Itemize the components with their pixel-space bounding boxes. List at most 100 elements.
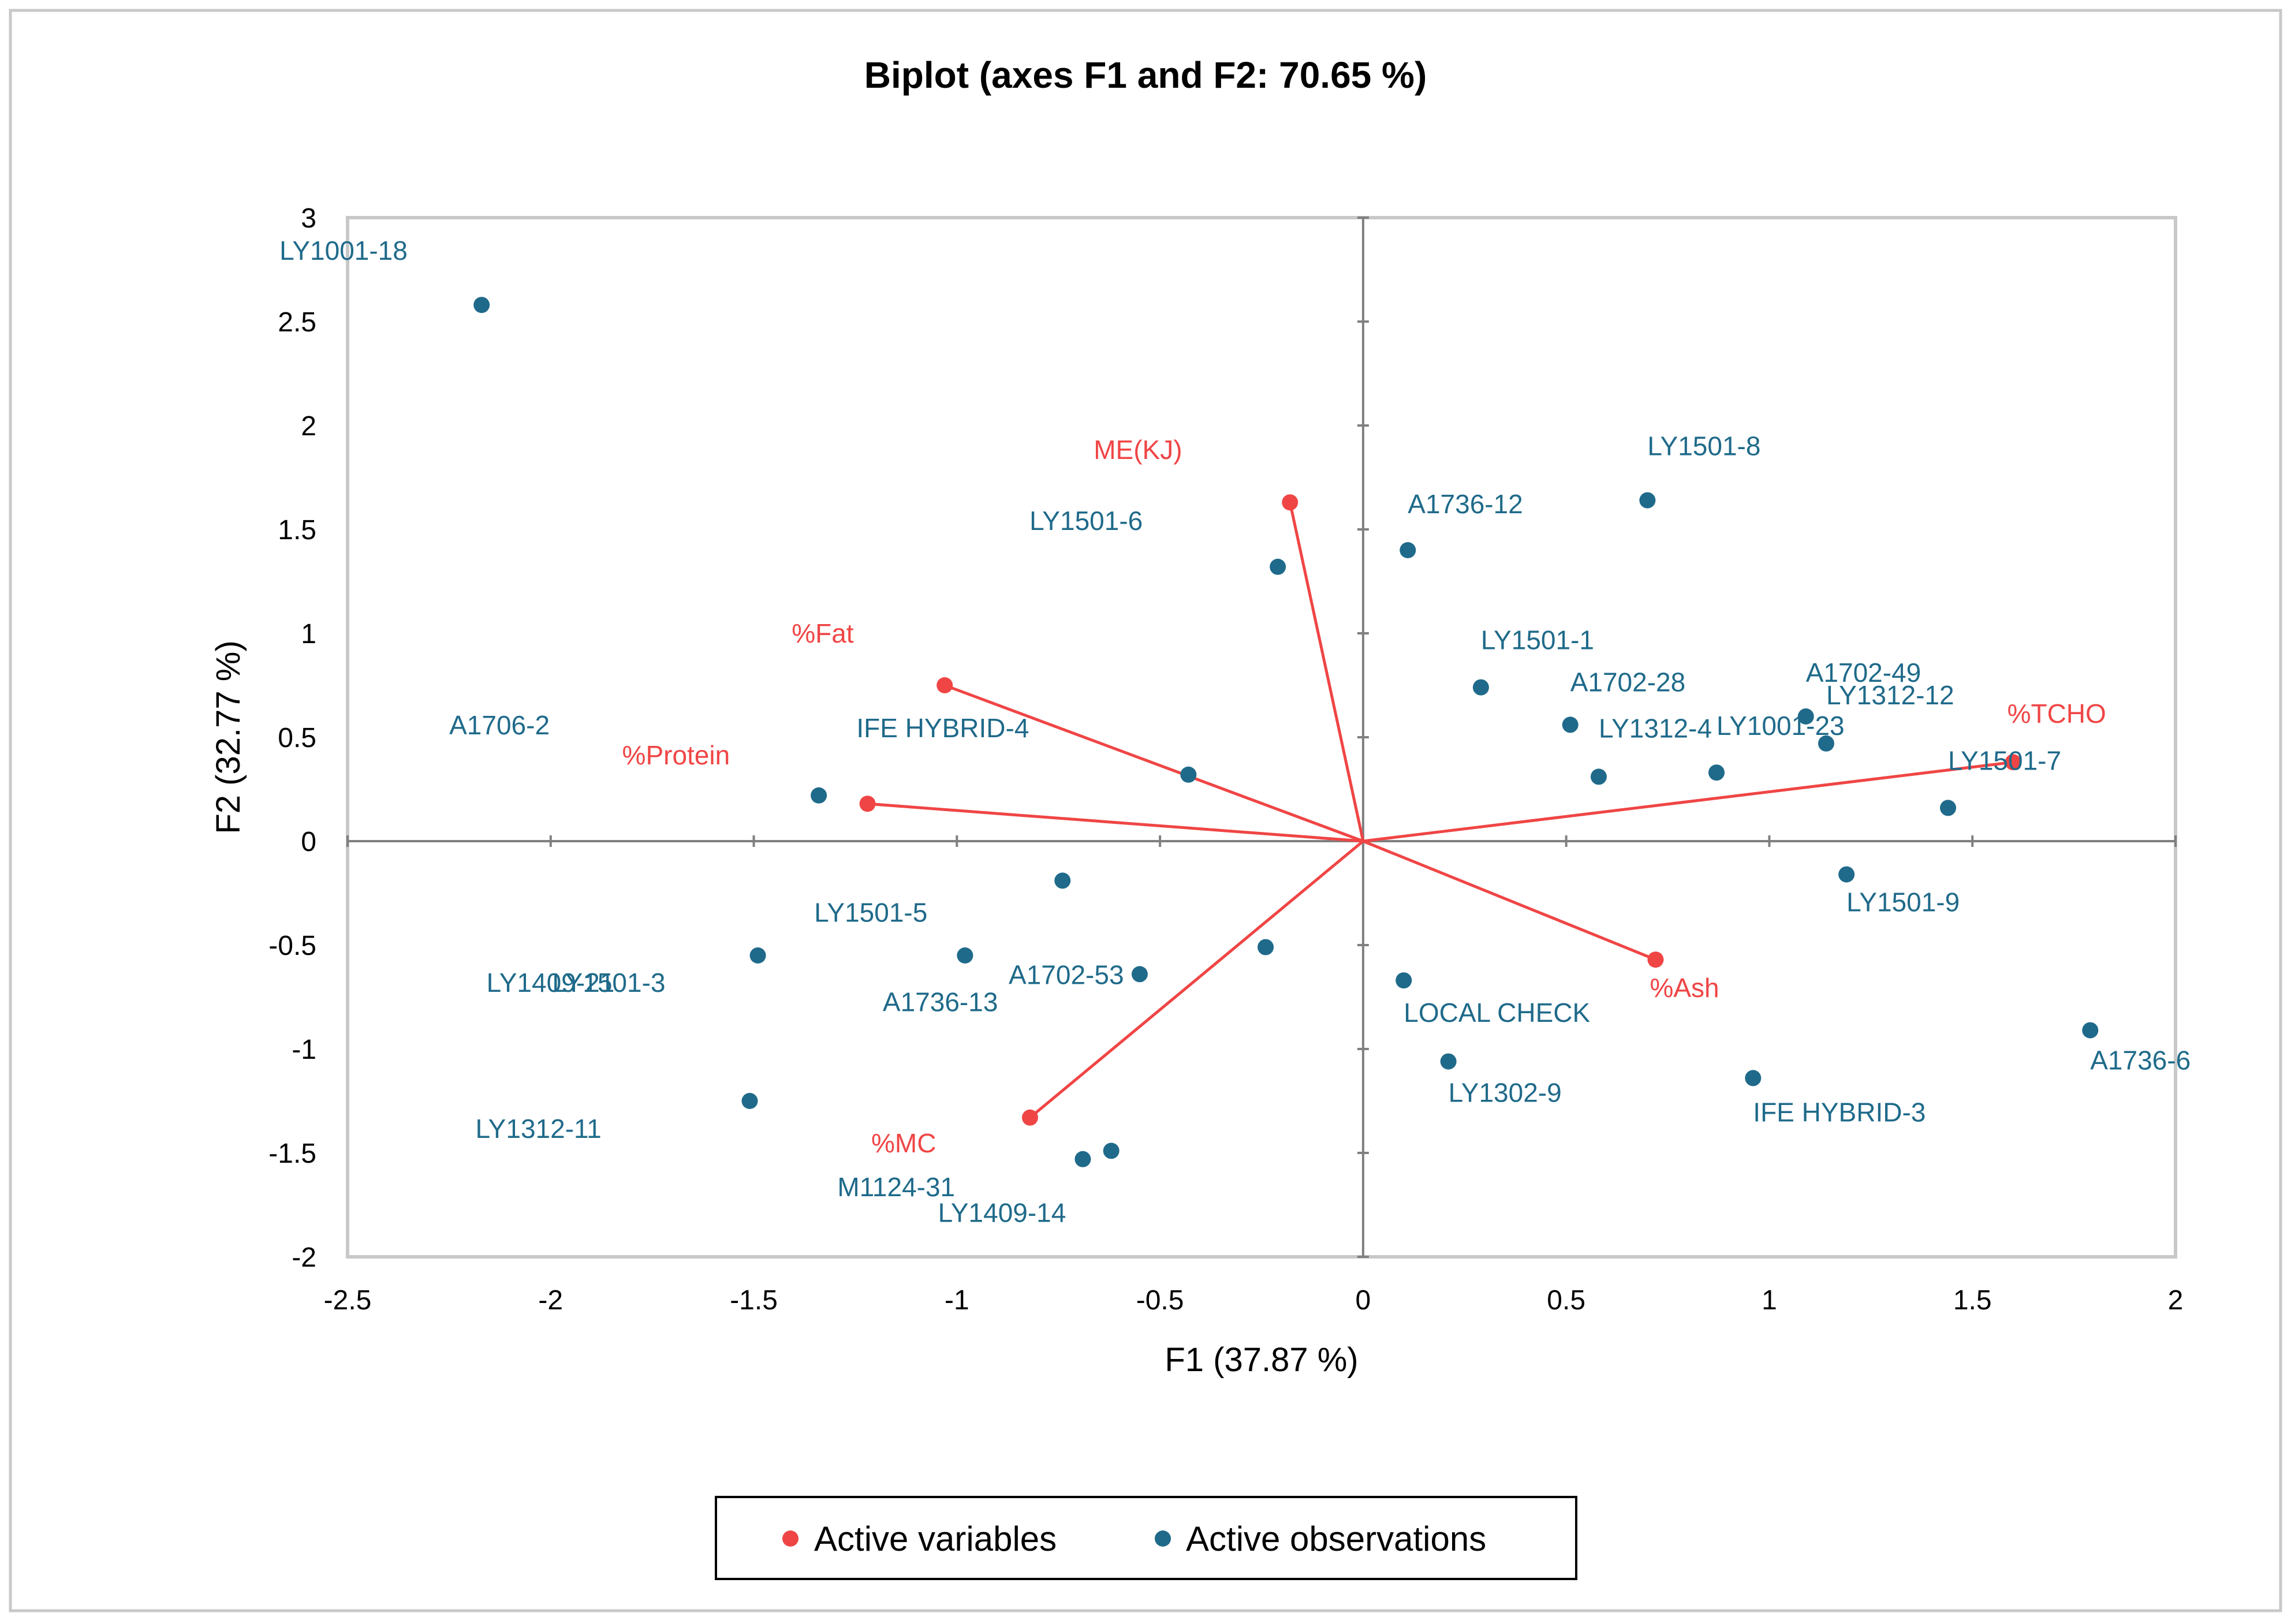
vector-mc xyxy=(1029,840,1364,1119)
observation-label-ly1001-18: LY1001-18 xyxy=(279,236,408,266)
observation-label-ly1302-9: LY1302-9 xyxy=(1449,1078,1562,1108)
observation-label-ly1312-4: LY1312-4 xyxy=(1599,713,1712,743)
variable-vectors xyxy=(867,502,2013,1119)
observation-label-ly1312-12: LY1312-12 xyxy=(1826,680,1954,710)
observation-point-local-check xyxy=(1396,972,1412,989)
y-tick-label: 2 xyxy=(301,411,316,442)
tick-labels: -2.5 -2 -1.5 -1 -0.5 0 0.5 1 1.5 2 3 2.5 2 1.5 1 0.5 0 -0… xyxy=(268,203,2183,1316)
observation-point-ly1501-8 xyxy=(1639,492,1656,509)
observation-label-a1736-13: A1736-13 xyxy=(883,987,998,1017)
y-axis-label: F2 (32.77 %) xyxy=(210,640,247,834)
variable-point-fat xyxy=(936,677,953,693)
observation-label-ife-hybrid-3: IFE HYBRID-3 xyxy=(1753,1097,1926,1127)
legend-marker-observations xyxy=(1155,1530,1171,1547)
observation-label-ly1501-7: LY1501-7 xyxy=(1948,745,2061,775)
legend: Active variables Active observations xyxy=(715,1496,1577,1580)
observation-point-ly1501-9 xyxy=(1838,866,1855,883)
variable-point-tcho xyxy=(2005,754,2021,771)
vector-fat xyxy=(944,684,1364,843)
observation-label-ly1501-5: LY1501-5 xyxy=(814,897,927,927)
x-tick-label: 0.5 xyxy=(1547,1285,1585,1316)
y-tick-label: 0 xyxy=(301,827,316,857)
observation-label-ly1501-9: LY1501-9 xyxy=(1846,887,1960,917)
observation-point-ly1312-12 xyxy=(1818,735,1834,752)
observation-point-a1702-49 xyxy=(1797,708,1814,725)
y-tick-label: 2.5 xyxy=(278,307,316,338)
observation-label-local-check: LOCAL CHECK xyxy=(1404,998,1590,1028)
observation-label-ly1001-23: LY1001-23 xyxy=(1717,711,1845,741)
x-tick-label: 1.5 xyxy=(1953,1285,1992,1316)
observation-point-ly1501-6 xyxy=(1270,558,1286,575)
observation-point-ly1312-4 xyxy=(1590,768,1607,785)
observation-point-ly1001-18 xyxy=(473,297,490,313)
observation-label-a1702-53: A1702-53 xyxy=(1009,960,1124,990)
legend-box xyxy=(715,1496,1577,1580)
observation-point-a1706-2 xyxy=(811,787,827,804)
plot-area xyxy=(346,216,2177,1259)
axes xyxy=(346,216,2177,1258)
variable-point-protein xyxy=(859,796,876,812)
observation-label-ly1312-11: LY1312-11 xyxy=(476,1114,602,1144)
x-tick-label: -0.5 xyxy=(1136,1285,1184,1316)
observation-point-ife-hybrid-4 xyxy=(1180,766,1197,783)
variable-label-protein: %Protein xyxy=(622,740,730,770)
vector-tcho xyxy=(1363,760,2013,843)
variable-label-tcho: %TCHO xyxy=(2008,699,2106,729)
observation-point-ly1001-23 xyxy=(1708,764,1725,781)
observation-label-m1124-31: M1124-31 xyxy=(837,1172,955,1202)
observation-label-a1702-28: A1702-28 xyxy=(1570,667,1686,697)
variable-label-ash: %Ash xyxy=(1650,973,1719,1003)
observation-point-ly1312-11 xyxy=(741,1093,758,1109)
observation-point-ife-hybrid-3 xyxy=(1745,1070,1762,1087)
y-tick-label: 3 xyxy=(301,203,316,234)
x-axis-label: F1 (37.87 %) xyxy=(1165,1341,1358,1379)
vector-me-kj xyxy=(1288,502,1365,842)
y-tick-label: -0.5 xyxy=(268,931,316,961)
y-tick-label: 1 xyxy=(301,619,316,649)
observation-label-ly1409-21: LY1409-21 xyxy=(487,968,615,998)
observation-point-ly1409-21 xyxy=(749,947,766,964)
variable-point-me-kj xyxy=(1282,494,1299,511)
observation-label-a1702-49: A1702-49 xyxy=(1806,658,1921,688)
vector-ash xyxy=(1362,839,1656,961)
observation-point-ly1501-5 xyxy=(1054,872,1071,889)
observation-point-a1736-13 xyxy=(1131,966,1148,983)
observation-label-ly1501-3: LY1501-3 xyxy=(552,968,665,998)
observation-label-a1736-6: A1736-6 xyxy=(2090,1046,2191,1076)
observation-point-a1736-6 xyxy=(2082,1022,2099,1039)
observation-point-a1702-28 xyxy=(1562,716,1579,733)
y-tick-label: -1 xyxy=(292,1035,316,1065)
observation-point-a1736-12 xyxy=(1400,542,1416,558)
y-tick-label: -1.5 xyxy=(268,1138,316,1169)
legend-label-variables: Active variables xyxy=(814,1520,1057,1558)
observation-label-ly1501-8: LY1501-8 xyxy=(1647,431,1760,461)
x-tick-label: -2 xyxy=(538,1285,563,1316)
x-tick-label: 2 xyxy=(2168,1285,2184,1316)
observation-point-ly1501-7 xyxy=(1940,800,1957,816)
x-tick-label: -2.5 xyxy=(324,1285,372,1316)
legend-marker-variables xyxy=(782,1530,799,1547)
chart-border xyxy=(9,9,2282,1612)
observation-label-ly1501-6: LY1501-6 xyxy=(1029,506,1143,536)
point-labels: ME(KJ) %Fat %Protein %TCHO %Ash %MC LY1001-18 L… xyxy=(279,236,2191,1227)
data-points xyxy=(473,297,2099,1167)
observation-point-a1702-53 xyxy=(1258,939,1274,955)
chart-title: Biplot (axes F1 and F2: 70.65 %) xyxy=(864,54,1427,96)
x-tick-label: 0 xyxy=(1356,1285,1371,1316)
x-tick-label: -1.5 xyxy=(730,1285,778,1316)
variable-label-me-kj: ME(KJ) xyxy=(1094,435,1182,465)
variable-label-mc: %MC xyxy=(871,1128,936,1158)
observation-point-m1124-31 xyxy=(1074,1151,1091,1167)
observation-label-a1736-12: A1736-12 xyxy=(1408,489,1523,519)
variable-point-mc xyxy=(1021,1109,1038,1126)
vector-protein xyxy=(867,802,1364,843)
observation-label-ife-hybrid-4: IFE HYBRID-4 xyxy=(856,713,1029,743)
y-tick-label: -2 xyxy=(292,1242,316,1273)
x-tick-label: -1 xyxy=(945,1285,969,1316)
observation-label-ly1501-1: LY1501-1 xyxy=(1481,625,1594,655)
observation-point-ly1409-14 xyxy=(1103,1143,1120,1159)
x-tick-label: 1 xyxy=(1762,1285,1777,1316)
observation-point-ly1302-9 xyxy=(1440,1053,1457,1070)
